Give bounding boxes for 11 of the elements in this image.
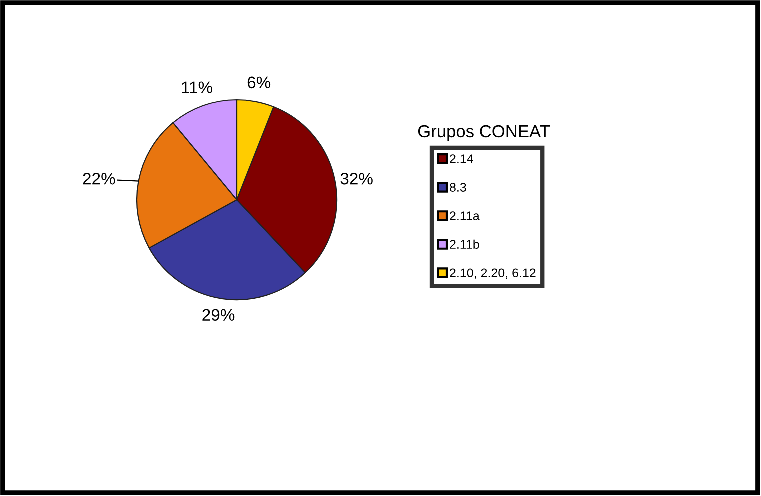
legend-label: 8.3 [450,183,466,192]
legend-title: Grupos CONEAT [418,125,550,142]
data-label: 22% [83,172,116,185]
legend-label: 2.10, 2.20, 6.12 [450,268,536,280]
data-label: 32% [340,172,373,185]
data-label: 6% [248,76,271,89]
legend-label: 2.11b [450,240,480,250]
data-label: 29% [202,309,235,322]
data-label: 11% [182,82,212,94]
legend-label: 2.11a [450,212,480,220]
legend-label: 2.14 [450,154,474,164]
